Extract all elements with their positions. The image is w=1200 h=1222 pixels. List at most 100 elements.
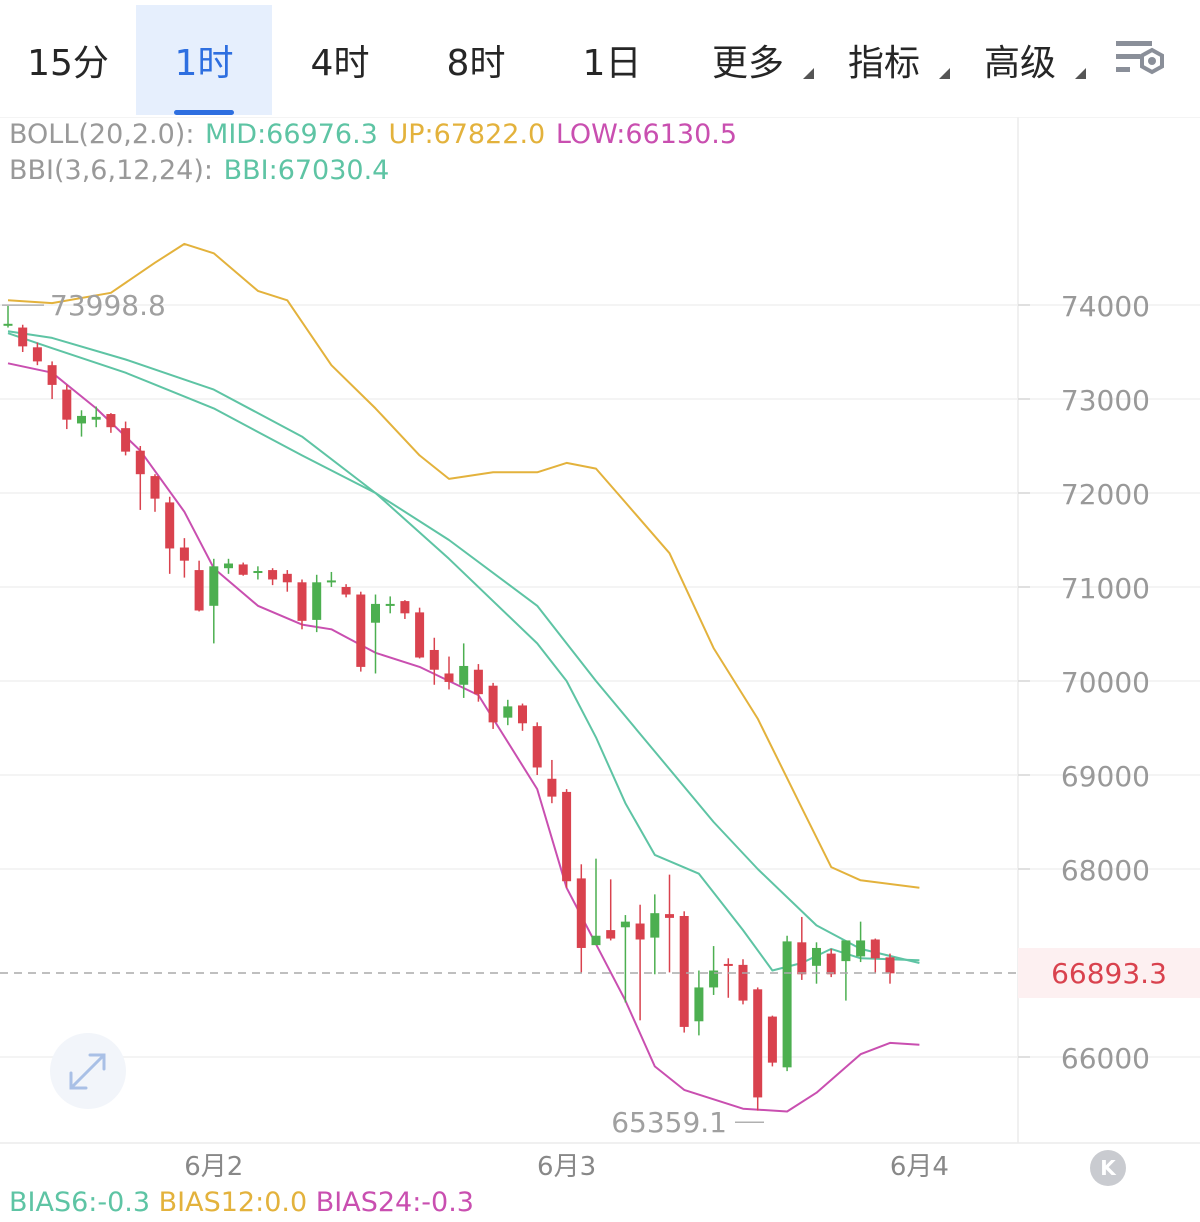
tab-4[interactable]: 1日 [544,5,680,115]
candle-body [32,347,42,362]
candle-body [591,935,601,946]
tab-6[interactable]: 指标 [816,5,952,115]
low-price-label: 65359.1 [611,1106,727,1139]
tab-0[interactable]: 15分 [0,5,136,115]
tab-5[interactable]: 更多 [680,5,816,115]
candle-body [312,582,322,620]
candle-body [723,963,733,966]
candle-body [459,665,469,685]
candle-body [385,603,395,606]
candle-body [47,365,57,385]
expand-icon[interactable] [50,1033,126,1109]
boll-legend: BOLL(20,2.0): MID:66976.3 UP:67822.0 LOW… [9,119,739,150]
candle-body [194,570,204,611]
candle-body [620,921,630,928]
candle-body [503,706,513,718]
candle-body [282,573,292,583]
bias24: BIAS24:-0.3 [315,1187,474,1218]
tab-label: 15分 [27,43,109,84]
x-tick-label: 6月4 [890,1152,949,1182]
candle-body [547,778,557,797]
candle-body [297,582,307,621]
y-tick-label: 70000 [1061,666,1150,699]
chart-settings-icon[interactable] [1112,36,1172,86]
candle-body [841,940,851,962]
dropdown-triangle-icon [803,68,814,79]
candle-body [753,989,763,1098]
candle-body [532,726,542,768]
candle-body [826,953,836,975]
candlestick-chart[interactable]: 74000 73000 72000 71000 70000 69000 68000 66000… [0,117,1200,1187]
candle-body [341,587,351,595]
candle-body [121,428,131,452]
candle-body [679,916,689,1027]
candle-body [326,580,336,583]
candle-body [77,415,86,424]
candle-body [135,450,145,475]
candle-body [209,566,219,606]
candle-body [488,685,498,723]
candle-body [665,914,674,918]
tab-label: 4时 [310,43,370,84]
boll-name: BOLL(20,2.0): [9,119,195,150]
y-tick-label: 71000 [1061,572,1150,605]
tab-1[interactable]: 1时 [136,5,272,115]
x-tick-label: 6月2 [184,1152,243,1182]
y-tick-label: 73000 [1061,384,1150,417]
scroll-to-latest-icon[interactable]: K [1090,1150,1126,1186]
current-price-tag [1018,948,1200,999]
boll-mid: MID:66976.3 [205,119,378,150]
x-tick-label: 6月3 [537,1152,596,1182]
tab-label: 1日 [582,43,642,84]
candle-body [606,930,616,939]
candle-body [3,323,13,326]
y-tick-label: 72000 [1061,478,1150,511]
candle-body [18,327,28,347]
bbi-legend: BBI(3,6,12,24): BBI:67030.4 [9,155,391,186]
tab-2[interactable]: 4时 [272,5,408,115]
candle-body [179,547,189,561]
tab-3[interactable]: 8时 [408,5,544,115]
candle-body [224,563,233,569]
candle-body [238,564,248,575]
boll-low: LOW:66130.5 [555,119,738,150]
boll-upper-line [7,242,920,889]
candle-body [106,414,116,428]
boll-up: UP:67822.0 [388,119,546,150]
candle-body [150,476,160,499]
bias-legend: BIAS6:-0.3 BIAS12:0.0 BIAS24:-0.3 [9,1187,474,1218]
dropdown-triangle-icon [939,68,950,79]
candle-body [253,571,263,574]
candle-body [576,878,586,948]
y-tick-label: 74000 [1061,290,1150,323]
tab-label: 1时 [174,43,234,84]
tab-7[interactable]: 高级 [952,5,1088,115]
candle-body [885,957,895,974]
candle-body [371,603,380,623]
candle-body [856,940,866,957]
candle-body [268,570,278,580]
bbi-value: BBI:67030.4 [223,155,390,186]
bias6: BIAS6:-0.3 [9,1187,151,1218]
candle-body [62,389,72,420]
candle-body [400,601,410,614]
tab-label: 指标 [847,43,920,84]
bbi-name: BBI(3,6,12,24): [9,155,213,186]
candle-body [782,941,792,1068]
candle-body [650,913,660,938]
candle-body [473,669,483,695]
candle-body [444,673,454,682]
candle-body [709,970,719,988]
tab-label: 高级 [983,43,1056,84]
y-tick-label: 68000 [1061,854,1150,887]
candle-body [518,705,527,724]
tab-label: 更多 [711,43,784,84]
boll-mid-line [7,332,920,964]
candle-body [429,649,439,670]
candle-body [797,942,807,975]
candle-body [767,1016,777,1063]
candle-body [870,939,880,959]
candle-body [165,502,175,549]
candle-body [91,416,101,420]
dropdown-triangle-icon [1075,68,1086,79]
